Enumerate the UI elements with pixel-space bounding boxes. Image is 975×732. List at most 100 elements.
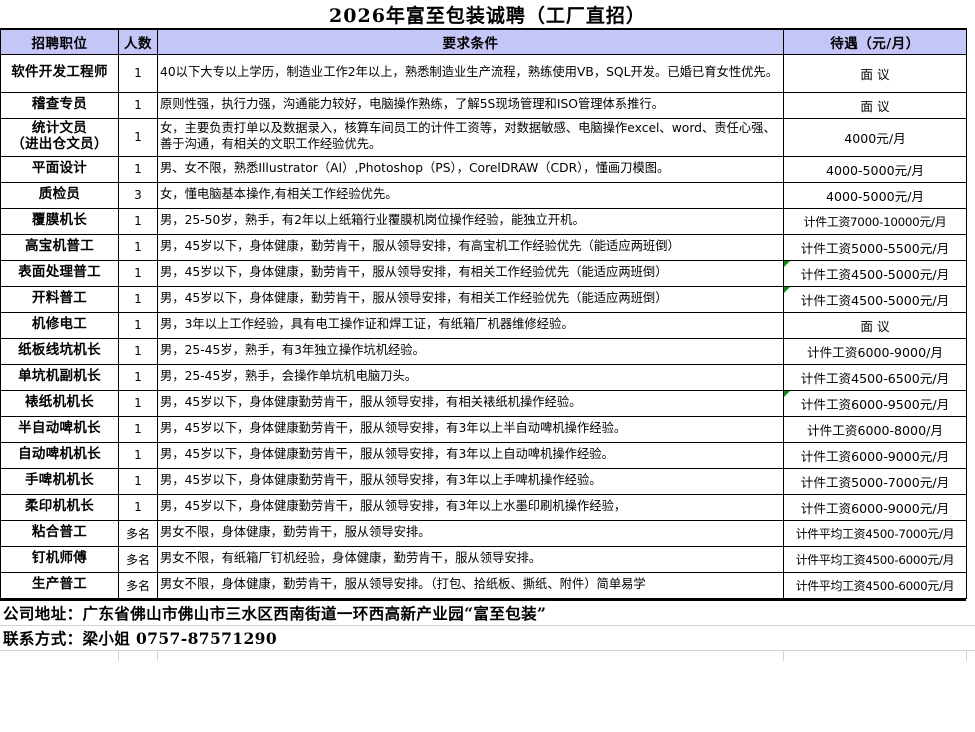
cell-count: 1	[118, 415, 158, 443]
table-row: 统计文员 （进出仓文员） 1 女，主要负责打单以及数据录入，核算车间员工的计件工资等，…	[0, 117, 967, 157]
table-row: 平面设计 1 男、女不限，熟悉Illustrator（AI）,Photoshop（P…	[0, 155, 967, 183]
cell-count: 1	[118, 285, 158, 313]
cell-requirement: 男，45岁以下，身体健康勤劳肯干，服从领导安排，有相关裱纸机操作经验。	[157, 389, 784, 417]
cell-position: 裱纸机机长	[0, 389, 119, 417]
cell-pay: 面 议	[783, 311, 967, 339]
table-row: 开料普工 1 男，45岁以下，身体健康，勤劳肯干，服从领导安排，有相关工作经验优先（…	[0, 285, 967, 313]
header-count: 人数	[118, 28, 158, 55]
cell-position: 软件开发工程师	[0, 53, 119, 93]
cell-requirement: 男，25-45岁，熟手，会操作单坑机电脑刀头。	[157, 363, 784, 391]
cell-requirement: 男，45岁以下，身体健康，勤劳肯干，服从领导安排，有相关工作经验优先（能适应两班…	[157, 285, 784, 313]
cell-requirement: 男，45岁以下，身体健康勤劳肯干，服从领导安排，有3年以上自动啤机操作经验。	[157, 441, 784, 469]
cell-requirement: 男女不限，有纸箱厂钉机经验，身体健康，勤劳肯干，服从领导安排。	[157, 545, 784, 573]
cell-requirement: 男女不限，身体健康，勤劳肯干，服从领导安排。	[157, 519, 784, 547]
cell-pay: 计件工资5000-7000元/月	[783, 467, 967, 495]
pay-text: 面 议	[860, 318, 890, 334]
cell-pay: 计件工资6000-9000元/月	[783, 493, 967, 521]
cell-pay: 计件平均工资4500-6000元/月	[783, 545, 967, 573]
cell-requirement: 男女不限，身体健康，勤劳肯干，服从领导安排。（打包、拾纸板、撕纸、附件）简单易学	[157, 571, 784, 599]
pay-text: 计件工资6000-9000/月	[807, 344, 943, 360]
cell-requirement: 男，45岁以下，身体健康勤劳肯干，服从领导安排，有3年以上手啤机操作经验。	[157, 467, 784, 495]
pay-text: 计件工资5000-5500元/月	[800, 240, 950, 256]
cell-position: 机修电工	[0, 311, 119, 339]
pay-text: 4000-5000元/月	[825, 162, 925, 178]
cell-pay: 4000-5000元/月	[783, 155, 967, 183]
cell-position: 高宝机普工	[0, 233, 119, 261]
cell-pay: 计件工资6000-8000/月	[783, 415, 967, 443]
pay-text: 计件工资4500-5000元/月	[800, 292, 950, 308]
cell-pay: 计件工资6000-9000元/月	[783, 441, 967, 469]
pay-text: 计件工资7000-10000元/月	[803, 214, 947, 229]
cell-position: 钉机师傅	[0, 545, 119, 573]
cell-count: 1	[118, 155, 158, 183]
company-address: 公司地址：广东省佛山市佛山市三水区西南街道一环西高新产业园“富至包装”	[0, 601, 975, 626]
table-row: 生产普工 多名 男女不限，身体健康，勤劳肯干，服从领导安排。（打包、拾纸板、撕纸、附…	[0, 571, 967, 599]
table-row: 粘合普工 多名 男女不限，身体健康，勤劳肯干，服从领导安排。 计件平均工资4500-7…	[0, 519, 967, 547]
cell-count: 1	[118, 363, 158, 391]
cell-position: 单坑机副机长	[0, 363, 119, 391]
pay-text: 计件平均工资4500-6000元/月	[795, 578, 955, 593]
pay-text: 计件工资5000-7000元/月	[800, 474, 950, 490]
header-position: 招聘职位	[0, 28, 119, 55]
cell-requirement: 男、女不限，熟悉Illustrator（AI）,Photoshop（PS），Co…	[157, 155, 784, 183]
cell-pay: 计件工资4500-5000元/月	[783, 285, 967, 313]
cell-pay: 面 议	[783, 53, 967, 93]
pay-text: 计件工资4500-5000元/月	[800, 266, 950, 282]
cell-pay: 计件工资7000-10000元/月	[783, 207, 967, 235]
cell-position: 自动啤机机长	[0, 441, 119, 469]
sheet-grid-stub	[0, 650, 975, 661]
cell-position: 统计文员 （进出仓文员）	[0, 117, 119, 157]
cell-pay: 计件工资6000-9000/月	[783, 337, 967, 365]
cell-pay: 4000-5000元/月	[783, 181, 967, 209]
cell-requirement: 女，主要负责打单以及数据录入，核算车间员工的计件工资等，对数据敏感、电脑操作ex…	[157, 117, 784, 157]
table-row: 手啤机机长 1 男，45岁以下，身体健康勤劳肯干，服从领导安排，有3年以上手啤机操作…	[0, 467, 967, 495]
cell-requirement: 男，3年以上工作经验，具有电工操作证和焊工证，有纸箱厂机器维修经验。	[157, 311, 784, 339]
cell-requirement: 男，25-45岁，熟手，有3年独立操作坑机经验。	[157, 337, 784, 365]
cell-count: 1	[118, 259, 158, 287]
cell-requirement: 男，45岁以下，身体健康勤劳肯干，服从领导安排，有3年以上水墨印刷机操作经验，	[157, 493, 784, 521]
cell-count: 1	[118, 441, 158, 469]
table-row: 半自动啤机长 1 男，45岁以下，身体健康勤劳肯干，服从领导安排，有3年以上半自动啤…	[0, 415, 967, 443]
cell-requirement: 女，懂电脑基本操作,有相关工作经验优先。	[157, 181, 784, 209]
poster-title-row: 2026年富至包装诚聘（工厂直招）	[0, 0, 975, 28]
header-pay: 待遇（元/月）	[783, 28, 967, 55]
cell-position: 半自动啤机长	[0, 415, 119, 443]
pay-text: 计件工资6000-9000元/月	[800, 500, 950, 516]
pay-text: 面 议	[860, 66, 890, 82]
cell-count: 多名	[118, 571, 158, 599]
cell-requirement: 原则性强，执行力强，沟通能力较好，电脑操作熟练，了解5S现场管理和ISO管理体系…	[157, 91, 784, 119]
table-row: 纸板线坑机长 1 男，25-45岁，熟手，有3年独立操作坑机经验。 计件工资6000-…	[0, 337, 967, 365]
pay-text: 计件平均工资4500-7000元/月	[795, 526, 955, 541]
cell-pay: 计件工资4500-6500元/月	[783, 363, 967, 391]
cell-count: 1	[118, 467, 158, 495]
cell-count: 多名	[118, 519, 158, 547]
cell-position: 生产普工	[0, 571, 119, 599]
footer-top-rule	[0, 598, 966, 601]
table-row: 柔印机机长 1 男，45岁以下，身体健康勤劳肯干，服从领导安排，有3年以上水墨印刷机…	[0, 493, 967, 521]
cell-pay: 计件工资4500-5000元/月	[783, 259, 967, 287]
table-row: 软件开发工程师 1 40以下大专以上学历，制造业工作2年以上，熟悉制造业生产流程，熟…	[0, 53, 967, 93]
pay-text: 计件工资6000-9500元/月	[800, 396, 950, 412]
table-row: 覆膜机长 1 男，25-50岁，熟手，有2年以上纸箱行业覆膜机岗位操作经验，能独立开…	[0, 207, 967, 235]
cell-count: 1	[118, 493, 158, 521]
cell-requirement: 男，25-50岁，熟手，有2年以上纸箱行业覆膜机岗位操作经验，能独立开机。	[157, 207, 784, 235]
table-row: 稽查专员 1 原则性强，执行力强，沟通能力较好，电脑操作熟练，了解5S现场管理和IS…	[0, 91, 967, 119]
cell-position: 粘合普工	[0, 519, 119, 547]
cell-requirement: 男，45岁以下，身体健康，勤劳肯干，服从领导安排，有高宝机工作经验优先（能适应两…	[157, 233, 784, 261]
table-row: 裱纸机机长 1 男，45岁以下，身体健康勤劳肯干，服从领导安排，有相关裱纸机操作经验…	[0, 389, 967, 417]
cell-count: 1	[118, 311, 158, 339]
cell-position: 开料普工	[0, 285, 119, 313]
cell-count: 1	[118, 337, 158, 365]
cell-count: 1	[118, 207, 158, 235]
cell-position: 覆膜机长	[0, 207, 119, 235]
cell-pay: 计件平均工资4500-6000元/月	[783, 571, 967, 599]
cell-count: 1	[118, 117, 158, 157]
table-body: 软件开发工程师 1 40以下大专以上学历，制造业工作2年以上，熟悉制造业生产流程，熟…	[0, 53, 967, 599]
table-row: 机修电工 1 男，3年以上工作经验，具有电工操作证和焊工证，有纸箱厂机器维修经验。 面…	[0, 311, 967, 339]
table-row: 高宝机普工 1 男，45岁以下，身体健康，勤劳肯干，服从领导安排，有高宝机工作经验优…	[0, 233, 967, 261]
cell-error-triangle-icon	[784, 287, 790, 293]
cell-count: 多名	[118, 545, 158, 573]
pay-text: 4000元/月	[844, 130, 906, 146]
footer: 公司地址：广东省佛山市佛山市三水区西南街道一环西高新产业园“富至包装” 联系方式…	[0, 598, 975, 661]
